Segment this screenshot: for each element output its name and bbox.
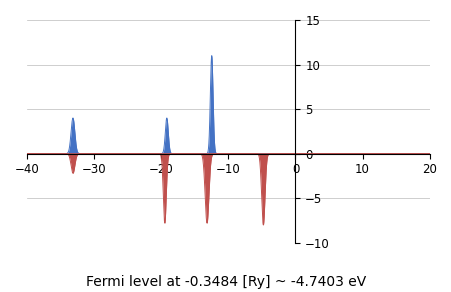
Text: Fermi level at -0.3484 [Ry] ~ -4.7403 eV: Fermi level at -0.3484 [Ry] ~ -4.7403 eV <box>86 275 365 289</box>
